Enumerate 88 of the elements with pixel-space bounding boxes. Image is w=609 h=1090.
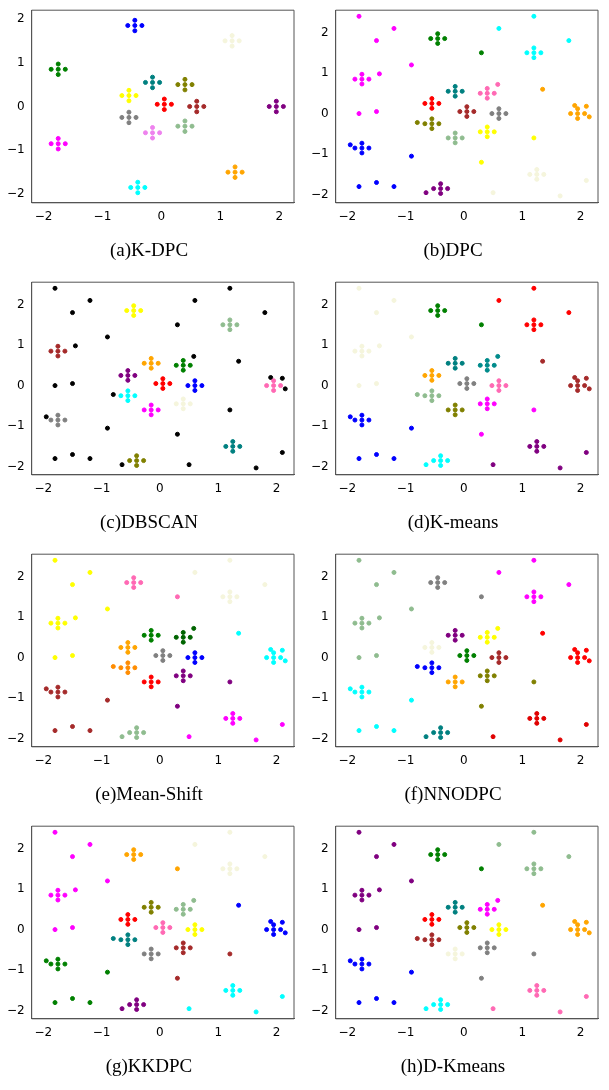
- x-tick-label: 1: [214, 1025, 223, 1040]
- y-tick-label: −2: [310, 458, 329, 473]
- text: (e)Mean-Shift: [95, 782, 204, 805]
- y-tick-label: −2: [6, 186, 25, 201]
- y-tick-label: 2: [17, 11, 25, 26]
- text: (h)D-Kmeans: [400, 1054, 506, 1077]
- x-tick-label: 2: [272, 1025, 281, 1040]
- x-tick-label: 1: [518, 209, 527, 224]
- x-tick-label: 0: [460, 209, 468, 224]
- y-tick-label: −1: [6, 962, 25, 977]
- x-tick-label: 0: [157, 209, 166, 224]
- x-tick-label: −2: [338, 481, 357, 496]
- y-tick-label: −1: [310, 418, 329, 433]
- x-tick-label: −1: [92, 753, 111, 768]
- x-tick-label: −1: [92, 481, 111, 496]
- y-tick-label: −2: [6, 730, 25, 745]
- y-tick-label: 1: [17, 881, 25, 896]
- x-tick-label: 1: [214, 753, 223, 768]
- text: (f)NNODPC: [404, 782, 502, 805]
- y-tick-label: −1: [310, 146, 329, 161]
- y-tick-label: 0: [17, 649, 25, 664]
- y-tick-label: −2: [6, 458, 25, 473]
- y-tick-label: 2: [321, 296, 329, 311]
- y-tick-label: 0: [321, 377, 329, 392]
- y-tick-label: −1: [6, 690, 25, 705]
- x-tick-label: 2: [576, 209, 585, 224]
- y-tick-label: 0: [321, 921, 329, 936]
- y-tick-label: 1: [17, 337, 25, 352]
- x-tick-label: 0: [156, 481, 164, 496]
- y-tick-label: 1: [321, 609, 329, 624]
- x-tick-label: 2: [576, 481, 585, 496]
- y-tick-label: −1: [310, 690, 329, 705]
- x-tick-label: 2: [272, 481, 281, 496]
- y-tick-label: 1: [17, 609, 25, 624]
- y-tick-label: 1: [17, 54, 25, 69]
- y-tick-label: 1: [321, 881, 329, 896]
- y-tick-label: −1: [6, 142, 25, 157]
- text: (a)K-DPC: [109, 238, 189, 261]
- x-tick-label: 1: [518, 1025, 527, 1040]
- y-tick-label: −2: [6, 1002, 25, 1017]
- y-tick-label: 0: [17, 98, 25, 113]
- y-tick-label: 1: [321, 65, 329, 80]
- x-tick-label: 0: [156, 1025, 164, 1040]
- y-tick-label: 0: [321, 649, 329, 664]
- y-tick-label: −2: [310, 1002, 329, 1017]
- x-tick-label: −1: [92, 1025, 111, 1040]
- x-tick-label: 2: [576, 753, 585, 768]
- y-tick-label: 0: [17, 377, 25, 392]
- x-tick-label: 0: [460, 1025, 468, 1040]
- y-tick-label: 2: [17, 840, 25, 855]
- x-tick-label: −2: [34, 209, 53, 224]
- x-tick-label: −2: [34, 1025, 53, 1040]
- x-tick-label: 2: [275, 209, 284, 224]
- x-tick-label: −1: [396, 209, 415, 224]
- y-tick-label: 0: [321, 105, 329, 120]
- x-tick-label: 1: [518, 481, 527, 496]
- y-tick-label: −2: [310, 186, 329, 201]
- x-tick-label: −1: [396, 753, 415, 768]
- x-tick-label: −2: [34, 481, 53, 496]
- y-tick-label: −1: [310, 962, 329, 977]
- y-tick-label: 2: [321, 840, 329, 855]
- x-tick-label: 0: [460, 481, 468, 496]
- x-tick-label: 2: [272, 753, 281, 768]
- x-tick-label: 0: [460, 753, 468, 768]
- y-tick-label: 2: [17, 568, 25, 583]
- y-tick-label: −1: [6, 418, 25, 433]
- x-tick-label: −1: [93, 209, 112, 224]
- y-tick-label: 0: [17, 921, 25, 936]
- text: (b)DPC: [423, 238, 483, 261]
- x-tick-label: −2: [338, 209, 357, 224]
- y-tick-label: 2: [321, 568, 329, 583]
- x-tick-label: −1: [396, 1025, 415, 1040]
- x-tick-label: −2: [338, 1025, 357, 1040]
- x-tick-label: −2: [34, 753, 53, 768]
- x-tick-label: −1: [396, 481, 415, 496]
- x-tick-label: 1: [214, 481, 223, 496]
- y-tick-label: 2: [17, 296, 25, 311]
- x-tick-label: 1: [518, 753, 527, 768]
- x-tick-label: 2: [576, 1025, 585, 1040]
- y-tick-label: 2: [321, 24, 329, 39]
- text: (d)K-means: [407, 510, 499, 533]
- x-tick-label: 1: [216, 209, 225, 224]
- x-tick-label: −2: [338, 753, 357, 768]
- text: (c)DBSCAN: [99, 510, 199, 533]
- y-tick-label: −2: [310, 730, 329, 745]
- x-tick-label: 0: [156, 753, 164, 768]
- text: (g)KKDPC: [105, 1054, 193, 1077]
- y-tick-label: 1: [321, 337, 329, 352]
